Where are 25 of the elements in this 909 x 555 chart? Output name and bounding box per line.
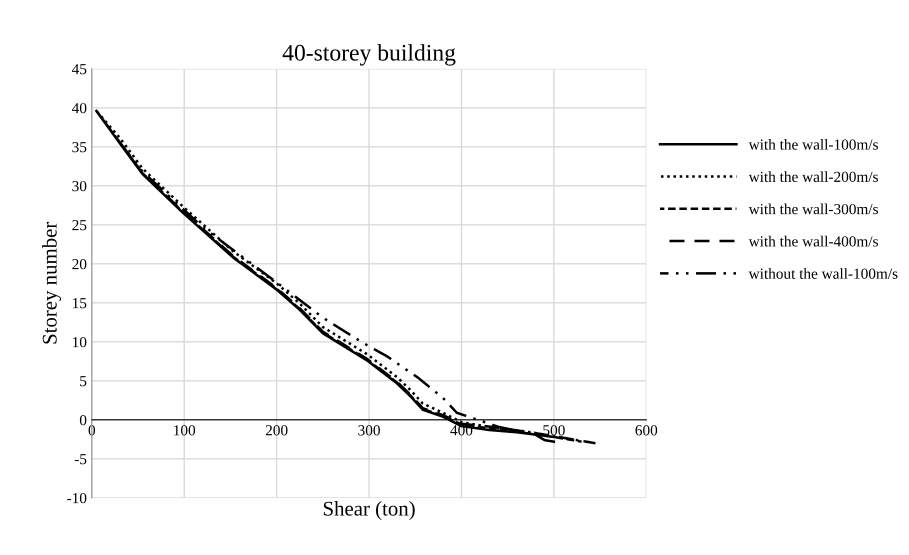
y-axis-title: Storey number (42, 222, 62, 344)
legend-label: without the wall-100m/s (748, 268, 898, 279)
x-tick-label: 600 (635, 425, 658, 436)
y-tick-label: -5 (74, 454, 86, 464)
y-tick-label: 10 (73, 336, 86, 348)
y-tick-label: 45 (72, 64, 86, 74)
y-tick-label: 25 (72, 220, 86, 230)
y-tick-label: 35 (72, 142, 86, 152)
x-axis-title: Shear (ton) (324, 501, 415, 520)
y-tick-label: 15 (73, 298, 86, 308)
x-tick-label: 200 (266, 425, 288, 436)
y-tick-label: 5 (80, 376, 86, 386)
legend-label: with the wall-400m/s (748, 236, 878, 247)
legend-label: with the wall-100m/s (748, 138, 878, 150)
x-tick-label: 100 (174, 425, 196, 436)
y-tick-label: 30 (72, 180, 86, 192)
chart-title: 40-storey building (282, 44, 456, 66)
y-tick-label: 20 (72, 258, 86, 270)
y-tick-label: 40 (72, 102, 86, 114)
x-tick-label: 0 (88, 425, 96, 436)
y-tick-label: 0 (80, 414, 86, 426)
legend-label: with the wall-200m/s (748, 171, 878, 182)
y-tick-label: -10 (67, 492, 86, 504)
x-tick-label: 300 (358, 425, 380, 436)
legend-label: with the wall-300m/s (748, 204, 878, 214)
